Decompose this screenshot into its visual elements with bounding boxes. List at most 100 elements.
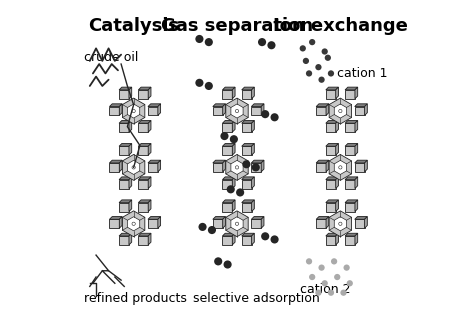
Polygon shape bbox=[119, 90, 129, 99]
Polygon shape bbox=[119, 160, 122, 172]
Polygon shape bbox=[326, 236, 336, 245]
Polygon shape bbox=[365, 104, 367, 115]
Text: selective adsorption: selective adsorption bbox=[193, 292, 320, 305]
Polygon shape bbox=[148, 233, 151, 245]
Text: cation 2: cation 2 bbox=[300, 283, 350, 296]
Polygon shape bbox=[138, 90, 148, 99]
Circle shape bbox=[331, 258, 337, 264]
Polygon shape bbox=[336, 87, 338, 99]
Polygon shape bbox=[222, 236, 232, 245]
Polygon shape bbox=[226, 211, 248, 237]
Polygon shape bbox=[316, 104, 329, 106]
Polygon shape bbox=[355, 216, 367, 219]
Circle shape bbox=[321, 48, 328, 55]
Polygon shape bbox=[222, 146, 232, 155]
Polygon shape bbox=[355, 163, 365, 172]
Polygon shape bbox=[138, 203, 148, 211]
Circle shape bbox=[242, 160, 250, 168]
Polygon shape bbox=[148, 216, 161, 219]
Circle shape bbox=[334, 274, 340, 280]
Polygon shape bbox=[242, 90, 252, 99]
Polygon shape bbox=[251, 216, 264, 219]
Circle shape bbox=[236, 188, 244, 197]
Polygon shape bbox=[345, 200, 358, 203]
Polygon shape bbox=[129, 233, 132, 245]
Polygon shape bbox=[231, 104, 243, 118]
Polygon shape bbox=[222, 177, 235, 179]
Text: Ion exchange: Ion exchange bbox=[273, 17, 408, 35]
Polygon shape bbox=[148, 200, 151, 211]
Polygon shape bbox=[326, 200, 338, 203]
Polygon shape bbox=[222, 120, 235, 123]
Polygon shape bbox=[232, 200, 235, 211]
Polygon shape bbox=[222, 90, 232, 99]
Polygon shape bbox=[345, 203, 355, 211]
Circle shape bbox=[306, 70, 312, 76]
Polygon shape bbox=[242, 233, 255, 236]
Polygon shape bbox=[222, 233, 235, 236]
Polygon shape bbox=[222, 123, 232, 132]
Polygon shape bbox=[109, 106, 119, 115]
Polygon shape bbox=[242, 120, 255, 123]
Circle shape bbox=[205, 82, 213, 90]
Polygon shape bbox=[119, 120, 132, 123]
Circle shape bbox=[227, 185, 235, 193]
Polygon shape bbox=[242, 179, 252, 189]
Polygon shape bbox=[326, 216, 329, 228]
Text: crude oil: crude oil bbox=[83, 51, 138, 64]
Polygon shape bbox=[128, 217, 140, 231]
Polygon shape bbox=[326, 87, 338, 90]
Polygon shape bbox=[129, 120, 132, 132]
Polygon shape bbox=[345, 177, 358, 179]
Polygon shape bbox=[109, 160, 122, 163]
Polygon shape bbox=[251, 104, 264, 106]
Polygon shape bbox=[222, 143, 235, 146]
Polygon shape bbox=[329, 211, 352, 237]
Polygon shape bbox=[119, 236, 129, 245]
Polygon shape bbox=[326, 90, 336, 99]
Polygon shape bbox=[128, 160, 140, 174]
Polygon shape bbox=[119, 233, 132, 236]
Circle shape bbox=[214, 257, 222, 265]
Polygon shape bbox=[226, 155, 248, 180]
Polygon shape bbox=[119, 216, 122, 228]
Polygon shape bbox=[252, 87, 255, 99]
Polygon shape bbox=[355, 177, 358, 189]
Polygon shape bbox=[242, 236, 252, 245]
Polygon shape bbox=[129, 200, 132, 211]
Polygon shape bbox=[148, 87, 151, 99]
Polygon shape bbox=[109, 219, 119, 228]
Circle shape bbox=[132, 166, 135, 169]
Polygon shape bbox=[138, 120, 151, 123]
Circle shape bbox=[195, 79, 203, 87]
Polygon shape bbox=[213, 163, 223, 172]
Polygon shape bbox=[326, 177, 338, 179]
Polygon shape bbox=[222, 179, 232, 189]
Polygon shape bbox=[326, 160, 329, 172]
Polygon shape bbox=[148, 120, 151, 132]
Polygon shape bbox=[223, 160, 226, 172]
Polygon shape bbox=[148, 104, 161, 106]
Polygon shape bbox=[326, 233, 338, 236]
Polygon shape bbox=[345, 146, 355, 155]
Polygon shape bbox=[138, 123, 148, 132]
Polygon shape bbox=[251, 106, 261, 115]
Polygon shape bbox=[138, 143, 151, 146]
Polygon shape bbox=[222, 200, 235, 203]
Text: cation 1: cation 1 bbox=[337, 67, 388, 80]
Polygon shape bbox=[355, 219, 365, 228]
Polygon shape bbox=[326, 123, 336, 132]
Circle shape bbox=[267, 41, 275, 49]
Circle shape bbox=[325, 55, 331, 61]
Circle shape bbox=[340, 289, 346, 296]
Circle shape bbox=[224, 260, 232, 269]
Polygon shape bbox=[129, 177, 132, 189]
Polygon shape bbox=[242, 200, 255, 203]
Polygon shape bbox=[148, 177, 151, 189]
Polygon shape bbox=[232, 143, 235, 155]
Circle shape bbox=[328, 70, 334, 76]
Polygon shape bbox=[261, 216, 264, 228]
Polygon shape bbox=[138, 146, 148, 155]
Polygon shape bbox=[242, 87, 255, 90]
Polygon shape bbox=[109, 216, 122, 219]
